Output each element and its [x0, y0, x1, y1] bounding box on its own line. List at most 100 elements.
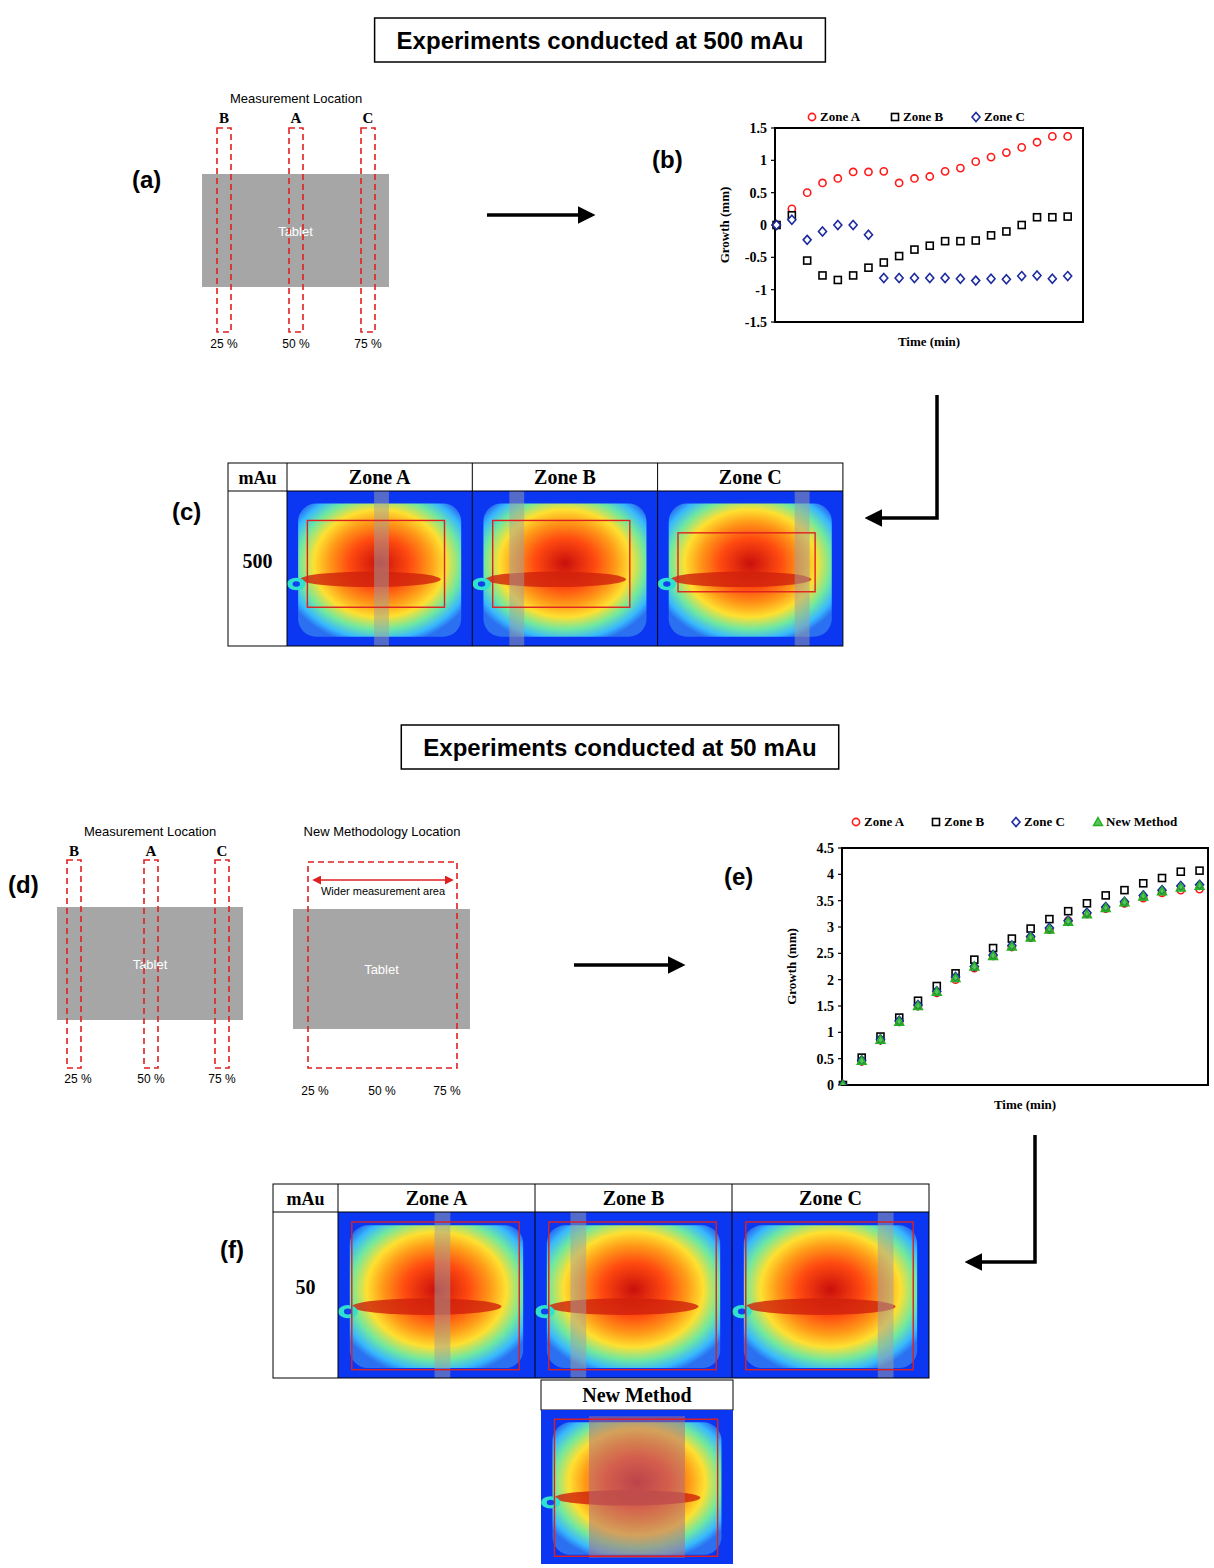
- data-point: [1082, 910, 1091, 918]
- data-point: [1027, 932, 1035, 941]
- data-point: [1002, 275, 1010, 284]
- heat-spot: [535, 1305, 555, 1318]
- data-point: [896, 179, 903, 186]
- image-background: [732, 1212, 929, 1378]
- zone-letter: B: [219, 110, 229, 126]
- data-point: [910, 274, 918, 283]
- y-tick: [838, 953, 842, 954]
- data-point: [839, 1081, 846, 1085]
- tablet-label: Tablet: [364, 962, 399, 977]
- legend-marker: [852, 818, 859, 825]
- heat-spot: [338, 1305, 358, 1318]
- column-header: Zone A: [349, 466, 411, 488]
- zone-letter: B: [69, 843, 79, 859]
- heat-spot: [287, 578, 306, 590]
- tablet-label: Tablet: [278, 224, 313, 239]
- data-point: [972, 276, 980, 285]
- section-title: Experiments conducted at 500 mAu: [397, 27, 804, 54]
- data-point: [1064, 133, 1071, 140]
- plot-marks: [838, 867, 1204, 1085]
- position-label: 50 %: [282, 337, 310, 351]
- data-point: [988, 232, 995, 239]
- data-point: [956, 274, 964, 283]
- measurement-box: [554, 1419, 717, 1556]
- measurement-strip: [289, 128, 303, 332]
- data-point: [773, 221, 780, 228]
- table-border: [541, 1380, 733, 1410]
- measurement-overlay: [589, 1416, 685, 1558]
- title-box: [375, 18, 826, 62]
- image-background: [658, 491, 843, 646]
- data-point: [911, 246, 918, 253]
- data-point: [1018, 144, 1025, 151]
- data-point: [1065, 908, 1072, 915]
- heat-spot-core: [547, 1500, 555, 1506]
- y-axis-title: Growth (mm): [717, 187, 732, 264]
- data-point: [880, 168, 887, 175]
- data-point: [914, 1000, 922, 1009]
- data-point: [857, 1056, 866, 1064]
- data-point: [876, 1035, 884, 1044]
- image-table: mAuZone AZone BZone C50New Method: [273, 1184, 929, 1564]
- measurement-box: [307, 520, 444, 607]
- data-point: [989, 950, 997, 959]
- legend-marker: [933, 819, 940, 826]
- column-header: mAu: [238, 468, 276, 488]
- measurement-overlay: [509, 491, 524, 646]
- position-label: 75 %: [433, 1084, 461, 1098]
- tablet-heat: [483, 503, 646, 636]
- y-tick-label: 0: [827, 1078, 834, 1093]
- data-point: [951, 974, 960, 982]
- table-border: [228, 463, 843, 646]
- position-label: 25 %: [301, 1084, 329, 1098]
- data-point: [970, 962, 978, 971]
- y-tick: [771, 160, 775, 161]
- data-point: [838, 1081, 847, 1086]
- y-tick-label: -1.5: [745, 315, 767, 330]
- data-point: [895, 1017, 904, 1025]
- thermal-image: [535, 1212, 732, 1378]
- y-tick: [838, 1058, 842, 1059]
- heat-spot: [472, 578, 491, 590]
- data-point: [803, 235, 811, 244]
- legend-entry: Zone A: [820, 109, 861, 124]
- measurement-overlay: [795, 491, 810, 646]
- data-point: [1101, 904, 1110, 912]
- schematic-title: New Methodology Location: [304, 824, 461, 839]
- measurement-box: [493, 520, 630, 607]
- tablet: [293, 909, 470, 1029]
- data-point: [1064, 917, 1073, 925]
- data-point: [1008, 941, 1016, 950]
- data-point: [819, 272, 826, 279]
- arrow: [968, 1135, 1035, 1262]
- data-point: [1046, 916, 1053, 923]
- heat-band: [352, 1298, 502, 1315]
- position-label: 75 %: [208, 1072, 236, 1086]
- section-title: Experiments conducted at 50 mAu: [423, 734, 816, 761]
- measurement-overlay: [435, 1212, 451, 1378]
- data-point: [1018, 222, 1025, 229]
- data-point: [865, 168, 872, 175]
- column-header: Zone C: [719, 466, 782, 488]
- data-point: [1177, 868, 1184, 875]
- data-point: [839, 1082, 846, 1086]
- schematic: Measurement LocationTabletBAC25 %50 %75 …: [57, 824, 243, 1086]
- annotation: Wider measurement area: [321, 885, 446, 897]
- y-tick-label: 1: [827, 1025, 834, 1040]
- table-rule: [338, 1184, 339, 1378]
- measurement-strip: [67, 860, 81, 1068]
- chart: -1.5-1-0.500.511.5Growth (mm)Time (min)Z…: [717, 109, 1083, 349]
- thermal-image: [472, 491, 657, 646]
- column-header: New Method: [582, 1384, 691, 1406]
- data-point: [1176, 883, 1185, 891]
- data-point: [880, 259, 887, 266]
- data-point: [788, 215, 796, 224]
- heat-spot: [541, 1496, 560, 1508]
- chart: 00.511.522.533.544.5Growth (mm)Time (min…: [784, 814, 1208, 1112]
- schematic: New Methodology Location Tablet Wider meas…: [293, 824, 470, 1098]
- data-point: [819, 227, 827, 236]
- thermal-image: [541, 1410, 733, 1564]
- table-border: [273, 1184, 929, 1378]
- legend-entry: New Method: [1106, 814, 1178, 829]
- image-background: [472, 491, 657, 646]
